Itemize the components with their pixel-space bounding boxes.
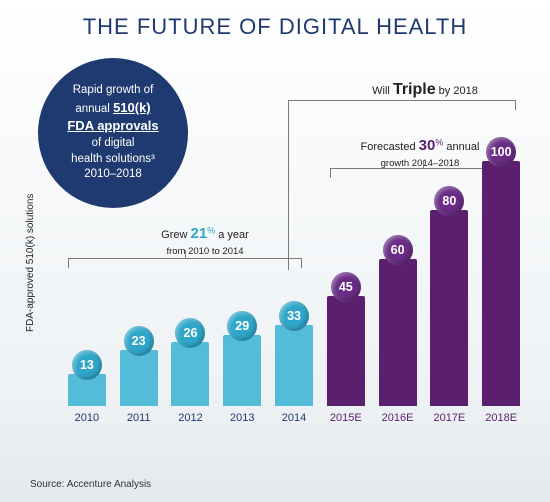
bars-container: 13 2010 23 2011 262012 29 2013 33 2014 45 2015E 60 2…: [64, 137, 524, 424]
value-badge: 33: [279, 301, 309, 331]
value-badge: 45: [331, 272, 361, 302]
bracket-triple: [288, 100, 516, 110]
bar-2015E: 45 2015E: [323, 272, 369, 424]
x-label: 2012: [178, 412, 202, 424]
value-badge: 60: [383, 235, 413, 265]
bar-2011: 23 2011: [116, 326, 162, 424]
value-badge: 23: [124, 326, 154, 356]
bar: [430, 210, 468, 406]
infographic-frame: THE FUTURE OF DIGITAL HEALTH Rapid growt…: [0, 0, 550, 502]
bar: [223, 335, 261, 406]
bar: [327, 296, 365, 406]
bar-2018E: 100 2018E: [478, 137, 524, 424]
x-label: 2016E: [382, 412, 414, 424]
source-text: Source: Accenture Analysis: [30, 479, 151, 490]
annotation-triple: Will Triple by 2018: [335, 80, 515, 101]
y-axis-label: FDA-approved 510(k) solutions: [25, 194, 36, 332]
x-label: 2017E: [433, 412, 465, 424]
bar: [482, 161, 520, 406]
value-badge: 13: [72, 350, 102, 380]
bar-2017E: 802017E: [426, 186, 472, 424]
x-label: 2011: [127, 412, 151, 424]
bar: [379, 259, 417, 406]
x-label: 2015E: [330, 412, 362, 424]
x-label: 2013: [230, 412, 254, 424]
bar: [120, 350, 158, 406]
value-badge: 100: [486, 137, 516, 167]
bar-2010: 13 2010: [64, 350, 110, 424]
bar-2016E: 60 2016E: [375, 235, 421, 424]
bar-chart: 13 2010 23 2011 262012 29 2013 33 2014 45 2015E 60 2…: [64, 146, 524, 446]
bar: [171, 342, 209, 406]
bar-2014: 33 2014: [271, 301, 317, 424]
value-badge: 29: [227, 311, 257, 341]
x-label: 2014: [282, 412, 306, 424]
bar-2012: 262012: [168, 318, 214, 424]
x-label: 2018E: [485, 412, 517, 424]
page-title: THE FUTURE OF DIGITAL HEALTH: [0, 0, 550, 46]
x-label: 2010: [75, 412, 99, 424]
bar: [275, 325, 313, 406]
bar-2013: 29 2013: [219, 311, 265, 424]
